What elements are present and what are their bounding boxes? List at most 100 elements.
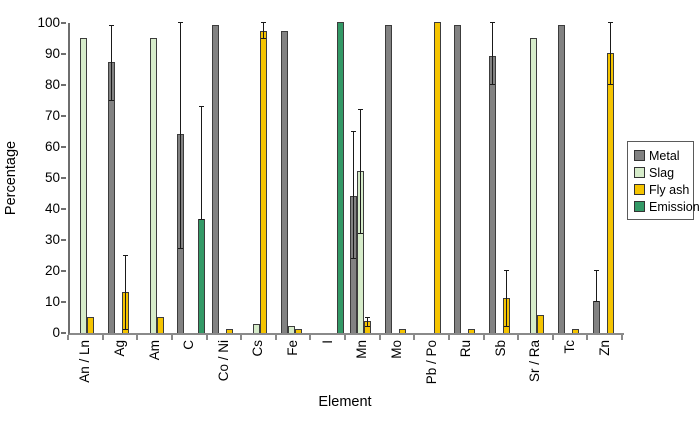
error-bar-cap	[199, 218, 205, 220]
bar-group	[211, 23, 240, 333]
error-bar-cap	[108, 25, 114, 27]
x-tick-label: Fe	[285, 340, 301, 356]
error-bar	[491, 23, 493, 85]
error-bar-cap	[358, 108, 364, 110]
legend: Metal Slag Fly ash Emission	[627, 141, 700, 220]
error-bar-cap	[122, 254, 128, 256]
error-bar	[505, 271, 507, 327]
bar-group	[558, 23, 586, 333]
bar-group	[420, 22, 448, 333]
plot-area	[68, 22, 624, 335]
legend-swatch	[634, 150, 645, 161]
x-tick-label: Tc	[562, 340, 578, 354]
error-bar	[180, 23, 182, 250]
bar-group	[281, 23, 309, 333]
bar-group	[316, 22, 344, 333]
error-bar-cap	[178, 22, 184, 23]
bar-slag	[80, 37, 88, 333]
y-axis-title: Percentage	[3, 140, 19, 216]
y-tick-label: 100	[37, 15, 60, 30]
error-bar-cap	[593, 301, 599, 302]
x-tick	[551, 335, 554, 340]
bar-group	[143, 23, 171, 333]
bar-group	[523, 23, 551, 333]
bar-fly-ash	[87, 316, 95, 333]
x-tick-label: C	[181, 340, 197, 350]
bar-group	[350, 23, 378, 333]
bar-slag	[530, 37, 538, 333]
x-tick-label: Co / Ni	[215, 340, 231, 382]
bar-slag	[253, 324, 261, 333]
bar-group	[177, 22, 206, 333]
legend-swatch	[634, 201, 645, 212]
x-tick	[170, 335, 173, 340]
y-tick	[61, 84, 66, 86]
y-tick	[61, 53, 66, 55]
y-tick	[61, 208, 66, 210]
y-tick-label: 70	[44, 108, 60, 123]
y-tick-label: 10	[44, 294, 60, 309]
y-tick	[61, 115, 66, 117]
y-tick-label: 50	[44, 170, 60, 185]
bar-fly-ash	[537, 314, 545, 333]
bar-metal	[281, 31, 289, 333]
bar-group	[488, 22, 517, 333]
error-bar	[367, 317, 369, 327]
x-tick	[586, 335, 589, 340]
bar-fly-ash	[260, 31, 268, 333]
error-bar	[609, 23, 611, 85]
x-tick	[621, 335, 623, 340]
bar-emission	[198, 218, 206, 333]
bar-fly-ash	[156, 316, 164, 333]
bar-group	[73, 23, 101, 333]
x-tick-label: Pb / Po	[423, 340, 439, 385]
y-tick-label: 0	[52, 325, 60, 340]
x-tick-label: Ru	[458, 340, 474, 358]
bar-group	[384, 23, 413, 333]
y-tick-label: 40	[44, 201, 60, 216]
x-tick-label: Sr / Ra	[527, 340, 543, 383]
y-tick-label: 30	[44, 232, 60, 247]
y-tick-label: 80	[44, 77, 60, 92]
error-bar-cap	[261, 22, 267, 23]
bar-fly-ash	[398, 328, 406, 333]
bar-fly-ash	[433, 22, 441, 333]
error-bar-cap	[358, 232, 364, 234]
y-tick	[61, 177, 66, 179]
error-bar-cap	[351, 130, 357, 132]
legend-label: Fly ash	[649, 182, 690, 197]
x-tick	[378, 335, 381, 340]
y-tick	[61, 332, 66, 334]
error-bar-cap	[593, 270, 599, 271]
error-bar	[360, 109, 362, 234]
legend-item: Metal	[634, 147, 693, 164]
error-bar-cap	[607, 22, 613, 23]
bar-group	[246, 22, 274, 333]
bar-group	[592, 22, 621, 333]
x-tick	[67, 335, 69, 340]
x-tick	[240, 335, 243, 340]
error-bar	[124, 255, 126, 330]
x-tick	[482, 335, 485, 340]
x-tick-label: I	[319, 340, 335, 344]
bar-metal	[558, 25, 566, 333]
x-tick	[344, 335, 346, 340]
x-tick-label: Ag	[111, 340, 127, 357]
error-bar-cap	[489, 84, 495, 85]
x-tick	[136, 335, 139, 340]
error-bar	[353, 131, 355, 259]
x-tick	[101, 335, 104, 340]
legend-item: Slag	[634, 164, 693, 181]
x-tick-label: Cs	[250, 340, 266, 357]
x-tick-label: Zn	[596, 340, 612, 356]
bar-fly-ash	[468, 328, 476, 333]
error-bar-cap	[365, 325, 371, 327]
x-tick	[517, 335, 520, 340]
legend-label: Metal	[649, 148, 680, 163]
y-tick	[61, 22, 66, 24]
y-tick	[61, 239, 66, 241]
error-bar	[263, 23, 265, 39]
error-bar-cap	[351, 257, 357, 259]
x-tick-label: An / Ln	[77, 340, 93, 383]
